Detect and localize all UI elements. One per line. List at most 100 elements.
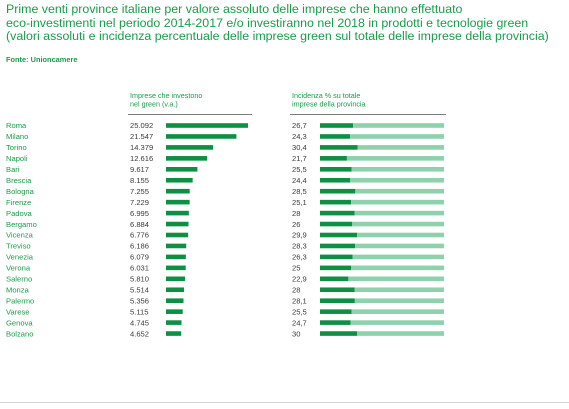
bar-incidenza xyxy=(320,254,353,260)
bar-incidenza-remainder xyxy=(354,210,444,216)
bar-incidenza-remainder xyxy=(351,265,444,271)
bar-incidenza xyxy=(320,177,351,183)
bar-imprese xyxy=(166,145,213,150)
bottom-border xyxy=(0,402,569,403)
bar-imprese xyxy=(166,276,185,282)
value-label: 4.652 xyxy=(130,329,149,338)
value-label: 29,9 xyxy=(292,231,307,240)
chart-source: Fonte: Unioncamere xyxy=(6,55,78,64)
column-header-right: imprese della provincia xyxy=(292,100,366,109)
bar-incidenza xyxy=(320,298,355,303)
category-label: Bologna xyxy=(6,187,35,196)
bar-incidenza xyxy=(320,276,349,282)
bar-incidenza xyxy=(320,309,352,314)
value-label: 21.547 xyxy=(130,132,153,141)
bar-incidenza-remainder xyxy=(351,199,444,205)
value-label: 28,1 xyxy=(292,296,307,305)
value-label: 25.092 xyxy=(130,121,153,130)
bar-incidenza xyxy=(320,221,353,227)
value-label: 28 xyxy=(292,209,300,218)
bar-incidenza xyxy=(320,199,352,205)
value-label: 5.356 xyxy=(130,296,149,305)
bar-imprese xyxy=(166,156,208,161)
value-label: 25,5 xyxy=(292,307,307,316)
category-label: Padova xyxy=(6,209,33,218)
bar-imprese xyxy=(166,167,198,172)
value-label: 7.229 xyxy=(130,198,149,207)
value-label: 7.255 xyxy=(130,187,149,196)
bar-incidenza-remainder xyxy=(354,298,444,303)
bar-incidenza-remainder xyxy=(357,331,444,336)
value-label: 9.617 xyxy=(130,165,149,174)
chart-title-line: Prime venti province italiane per valore… xyxy=(6,2,463,16)
value-label: 30,4 xyxy=(292,143,307,152)
bar-imprese xyxy=(166,331,182,336)
bar-incidenza xyxy=(320,265,351,271)
bar-imprese xyxy=(166,320,182,325)
bar-incidenza xyxy=(320,156,347,161)
bar-imprese xyxy=(166,232,189,238)
category-label: Bolzano xyxy=(6,329,33,338)
value-label: 6.995 xyxy=(130,209,149,218)
category-label: Palermo xyxy=(6,296,34,305)
value-label: 6.186 xyxy=(130,242,149,251)
category-label: Roma xyxy=(6,121,27,130)
category-label: Brescia xyxy=(6,176,32,185)
chart-title-line: eco-investimenti nel periodo 2014-2017 e… xyxy=(6,15,529,30)
bar-incidenza-remainder xyxy=(357,145,444,150)
bar-incidenza xyxy=(320,210,355,216)
category-label: Salerno xyxy=(6,275,32,284)
bar-incidenza xyxy=(320,331,358,336)
bar-incidenza-remainder xyxy=(354,287,444,293)
category-label: Verona xyxy=(6,264,31,273)
bar-incidenza xyxy=(320,123,354,128)
value-label: 21,7 xyxy=(292,154,307,163)
bar-incidenza-remainder xyxy=(350,134,444,139)
bar-imprese xyxy=(166,221,189,227)
bar-imprese xyxy=(166,188,190,194)
bar-incidenza xyxy=(320,167,352,172)
bar-incidenza xyxy=(320,145,358,150)
bar-incidenza-remainder xyxy=(353,123,444,128)
value-label: 25 xyxy=(292,264,300,273)
value-label: 25,5 xyxy=(292,165,307,174)
value-label: 4.745 xyxy=(130,318,149,327)
value-label: 28,3 xyxy=(292,242,307,251)
bar-imprese xyxy=(166,309,183,314)
value-label: 24,3 xyxy=(292,132,307,141)
value-label: 6.776 xyxy=(130,231,149,240)
value-label: 8.155 xyxy=(130,176,149,185)
bar-imprese xyxy=(166,298,184,303)
value-label: 26 xyxy=(292,220,300,229)
value-label: 22,9 xyxy=(292,275,307,284)
bar-incidenza-remainder xyxy=(346,156,444,161)
bar-incidenza xyxy=(320,232,358,238)
value-label: 12.616 xyxy=(130,154,153,163)
bar-imprese xyxy=(166,254,186,260)
value-label: 6.031 xyxy=(130,264,149,273)
chart-title-line: (valori assoluti e incidenza percentuale… xyxy=(6,29,549,44)
bar-incidenza-remainder xyxy=(355,188,444,194)
value-label: 28,5 xyxy=(292,187,307,196)
bar-imprese xyxy=(166,287,185,293)
column-header-left: nel green (v.a.) xyxy=(130,100,178,109)
value-label: 14.379 xyxy=(130,143,153,152)
column-header-right: Incidenza % su totale xyxy=(292,91,360,100)
value-label: 24,7 xyxy=(292,318,307,327)
category-label: Monza xyxy=(6,285,30,294)
category-label: Napoli xyxy=(6,154,28,163)
value-label: 6.884 xyxy=(130,220,149,229)
value-label: 5.810 xyxy=(130,275,149,284)
category-label: Milano xyxy=(6,132,28,141)
value-label: 25,1 xyxy=(292,198,307,207)
category-label: Venezia xyxy=(6,253,34,262)
value-label: 26,3 xyxy=(292,253,307,262)
bar-imprese xyxy=(166,123,248,128)
category-label: Bari xyxy=(6,165,20,174)
bar-incidenza-remainder xyxy=(351,167,444,172)
bar-incidenza xyxy=(320,287,355,293)
value-label: 26,7 xyxy=(292,121,307,130)
bar-imprese xyxy=(166,177,193,183)
value-label: 28 xyxy=(292,285,300,294)
value-label: 30 xyxy=(292,329,300,338)
